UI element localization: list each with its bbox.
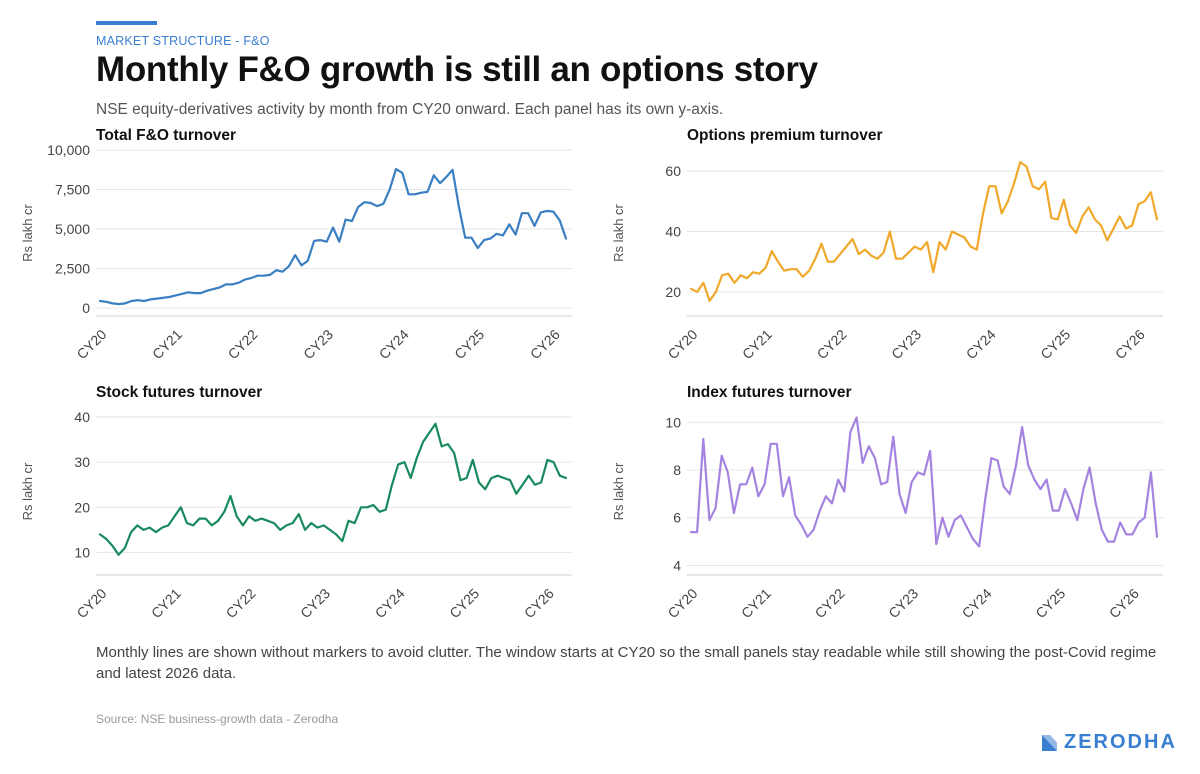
x-tick-label-options: CY20 — [664, 326, 700, 362]
x-tick-label-options: CY25 — [1037, 326, 1073, 362]
page-title: Monthly F&O growth is still an options s… — [96, 50, 818, 89]
x-tick-label-stock-futures: CY20 — [73, 585, 109, 621]
y-tick-label-index-futures: 4 — [673, 557, 681, 573]
y-tick-label-options: 60 — [665, 163, 681, 179]
y-tick-label-index-futures: 6 — [673, 510, 681, 526]
x-tick-label-options: CY24 — [963, 326, 999, 362]
x-tick-label-total: CY25 — [451, 326, 487, 362]
y-tick-label-options: 20 — [665, 284, 681, 300]
brand-logo: ZERODHA — [1042, 731, 1177, 754]
x-tick-label-index-futures: CY22 — [812, 585, 848, 621]
x-tick-label-stock-futures: CY26 — [521, 585, 557, 621]
brand-name: ZERODHA — [1064, 731, 1177, 753]
panel-title-total: Total F&O turnover — [96, 127, 237, 144]
charts-canvas: 0 2,500 5,000 7,500 10,000 Rs lakh cr CY20 CY21… — [20, 142, 1163, 621]
x-tick-label-index-futures: CY20 — [664, 585, 700, 621]
panel-title-index-futures: Index futures turnover — [687, 384, 852, 401]
y-axis-label-options: Rs lakh cr — [611, 203, 626, 261]
series-line-options — [689, 161, 1159, 302]
x-tick-label-stock-futures: CY24 — [372, 585, 408, 621]
y-axis-label-index-futures: Rs lakh cr — [611, 462, 626, 520]
x-tick-label-stock-futures: CY23 — [297, 585, 333, 621]
chart-options: 20 40 60 Rs lakh cr CY20 CY21 CY22 CY23 CY24 CY25… — [611, 161, 1163, 362]
chart-stock-futures: 10 20 30 40 Rs lakh cr CY20 CY21 CY22 CY23 CY24 CY… — [20, 409, 572, 621]
x-tick-label-index-futures: CY21 — [738, 585, 774, 621]
x-tick-label-total: CY23 — [300, 326, 336, 362]
panel-title-options: Options premium turnover — [687, 127, 883, 144]
y-tick-label-stock-futures: 40 — [74, 409, 90, 425]
x-tick-label-index-futures: CY24 — [959, 585, 995, 621]
chart-total: 0 2,500 5,000 7,500 10,000 Rs lakh cr CY20 CY21… — [20, 142, 572, 362]
x-tick-label-stock-futures: CY21 — [148, 585, 184, 621]
accent-bar — [96, 21, 157, 25]
footnote: Monthly lines are shown without markers … — [96, 644, 1157, 682]
y-tick-label-total: 7,500 — [55, 182, 90, 198]
y-tick-label-stock-futures: 10 — [74, 544, 90, 560]
y-axis-label-total: Rs lakh cr — [20, 203, 35, 261]
panel-title-stock-futures: Stock futures turnover — [96, 384, 263, 401]
x-tick-label-total: CY24 — [376, 326, 412, 362]
x-tick-label-total: CY21 — [149, 326, 185, 362]
series-line-stock-futures — [98, 422, 568, 556]
x-tick-label-total: CY26 — [527, 326, 563, 362]
y-tick-label-index-futures: 10 — [665, 414, 681, 430]
chart-index-futures: 4 6 8 10 Rs lakh cr CY20 CY21 CY22 CY23 CY24 CY25 C… — [611, 414, 1163, 621]
x-tick-label-index-futures: CY26 — [1106, 585, 1142, 621]
x-tick-label-options: CY21 — [739, 326, 775, 362]
x-tick-label-options: CY22 — [814, 326, 850, 362]
y-tick-label-total: 2,500 — [55, 261, 90, 277]
series-line-total — [98, 167, 568, 306]
y-tick-label-stock-futures: 30 — [74, 454, 90, 470]
y-tick-label-total: 5,000 — [55, 221, 90, 237]
x-tick-label-total: CY22 — [225, 326, 261, 362]
y-tick-label-options: 40 — [665, 223, 681, 239]
y-tick-label-total: 0 — [82, 300, 90, 316]
y-tick-label-index-futures: 8 — [673, 462, 681, 478]
y-tick-label-stock-futures: 20 — [74, 499, 90, 515]
series-line-index-futures — [689, 416, 1159, 548]
y-axis-label-stock-futures: Rs lakh cr — [20, 462, 35, 520]
kicker: MARKET STRUCTURE - F&O — [96, 34, 270, 48]
x-tick-label-options: CY23 — [888, 326, 924, 362]
y-tick-label-total: 10,000 — [47, 142, 90, 158]
x-tick-label-total: CY20 — [73, 326, 109, 362]
x-tick-label-options: CY26 — [1112, 326, 1148, 362]
x-tick-label-stock-futures: CY25 — [446, 585, 482, 621]
x-tick-label-stock-futures: CY22 — [223, 585, 259, 621]
x-tick-label-index-futures: CY23 — [885, 585, 921, 621]
page-subtitle: NSE equity-derivatives activity by month… — [96, 101, 724, 118]
x-tick-label-index-futures: CY25 — [1032, 585, 1068, 621]
zerodha-logo-icon — [1042, 734, 1057, 751]
source-line: Source: NSE business-growth data - Zerod… — [96, 712, 339, 726]
